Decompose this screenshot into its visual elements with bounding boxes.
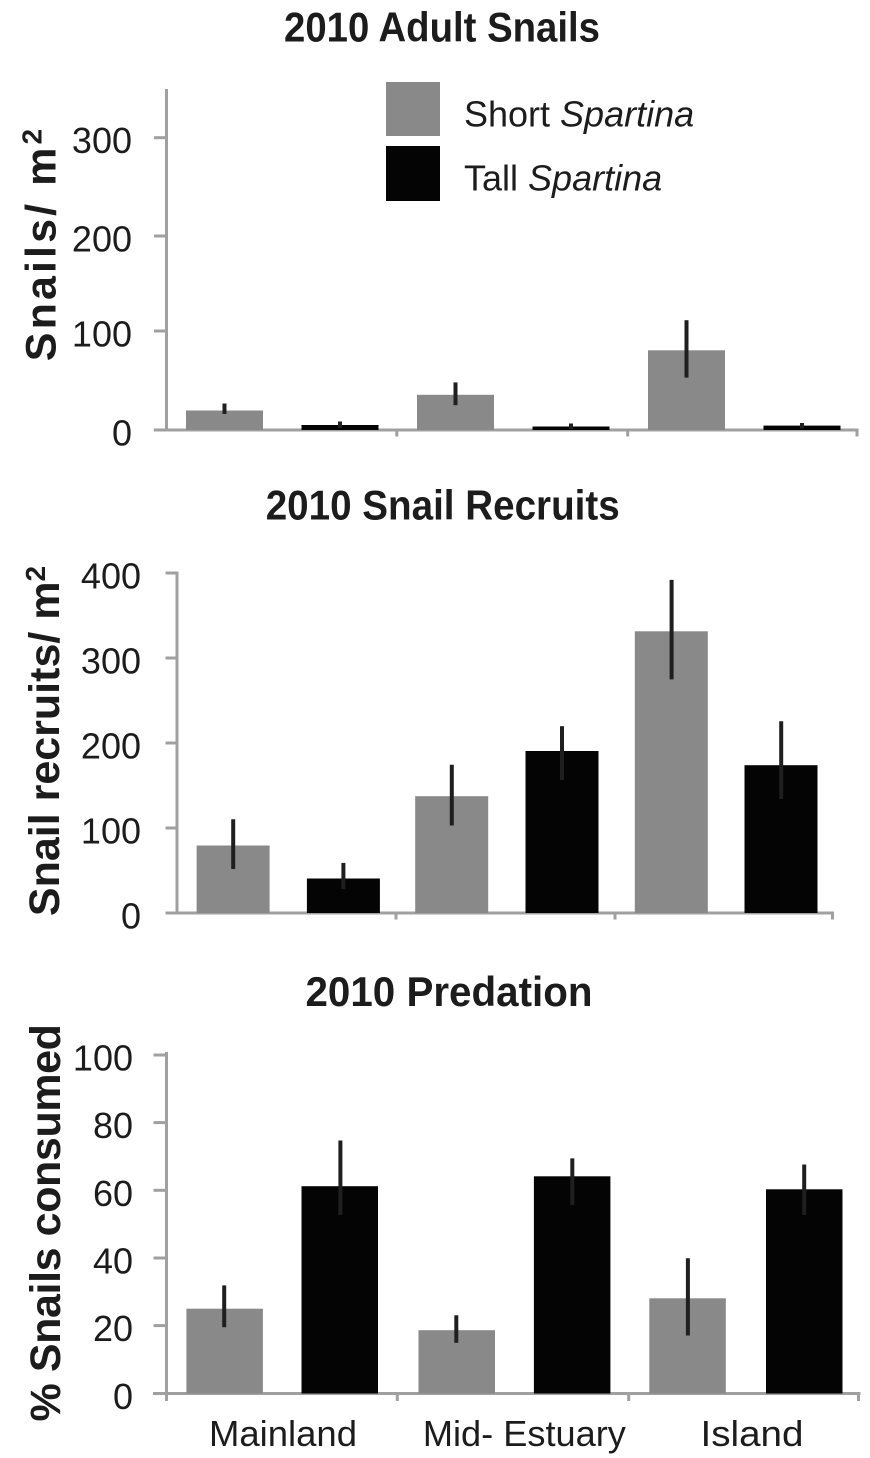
svg-text:20: 20 [93,1308,133,1349]
svg-text:Snails/ m2: Snails/ m2 [17,126,66,361]
svg-text:40: 40 [93,1241,133,1282]
svg-text:Tall Spartina: Tall Spartina [464,158,662,199]
svg-text:2010 Snail Recruits: 2010 Snail Recruits [266,481,620,528]
svg-text:300: 300 [72,120,132,161]
svg-text:200: 200 [72,219,132,260]
svg-text:100: 100 [81,811,141,852]
svg-text:80: 80 [93,1105,133,1146]
svg-text:Island: Island [701,1413,804,1454]
svg-text:0: 0 [112,413,132,454]
svg-text:400: 400 [81,556,141,597]
svg-text:% Snails consumed: % Snails consumed [22,1024,70,1421]
svg-text:300: 300 [81,641,141,682]
svg-text:200: 200 [81,726,141,767]
svg-text:Snail recruits/ m2: Snail recruits/ m2 [20,566,69,916]
svg-text:Mid- Estuary: Mid- Estuary [423,1413,626,1454]
svg-text:Short Spartina: Short Spartina [464,93,694,134]
svg-text:2010 Adult Snails: 2010 Adult Snails [284,4,600,51]
svg-text:60: 60 [93,1173,133,1214]
svg-text:0: 0 [113,1376,133,1417]
svg-text:Mainland: Mainland [209,1413,357,1454]
svg-text:2010 Predation: 2010 Predation [306,968,593,1015]
svg-text:100: 100 [73,1038,133,1079]
svg-text:0: 0 [121,896,141,937]
svg-text:100: 100 [72,314,132,355]
